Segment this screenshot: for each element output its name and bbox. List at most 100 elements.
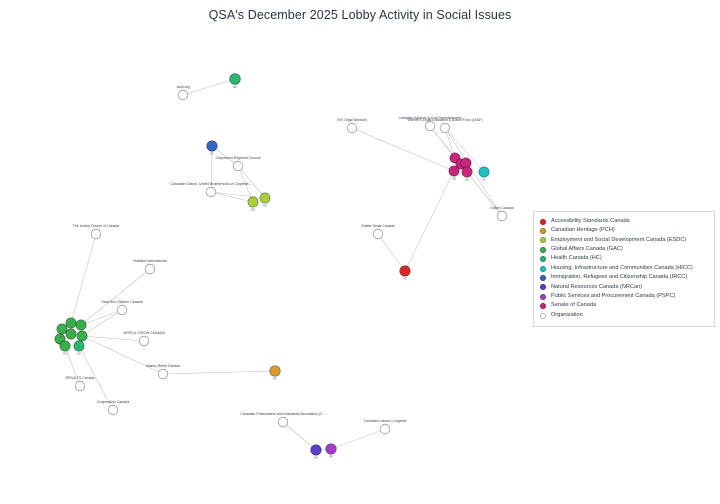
node-label-organization: Canadian Alliance to End Homelessness bbox=[398, 116, 461, 120]
node-label-institution: GA bbox=[63, 352, 67, 356]
legend-color-swatch bbox=[540, 228, 546, 235]
legend-item-label: Canadian Heritage (PCH) bbox=[551, 227, 615, 234]
graph-node-organization[interactable] bbox=[379, 423, 391, 435]
legend-item[interactable]: Canadian Heritage (PCH) bbox=[540, 226, 708, 235]
graph-edge bbox=[444, 127, 503, 217]
legend-item-label: Employment and Social Development Canada… bbox=[551, 236, 687, 243]
legend-item[interactable]: Senate of Canada bbox=[540, 302, 708, 311]
legend-item[interactable]: Housing, Infrastructure and Communities … bbox=[540, 264, 708, 273]
graph-node-institution[interactable] bbox=[65, 328, 77, 340]
graph-node-institution[interactable] bbox=[76, 330, 88, 342]
legend-color-swatch bbox=[540, 218, 546, 225]
graph-node-institution[interactable] bbox=[325, 443, 337, 455]
graph-node-organization[interactable] bbox=[116, 304, 128, 316]
graph-edge bbox=[330, 428, 386, 450]
graph-node-organization[interactable] bbox=[372, 228, 384, 240]
graph-edge bbox=[237, 165, 254, 203]
graph-node-institution[interactable] bbox=[478, 166, 490, 178]
graph-node-institution[interactable] bbox=[259, 192, 271, 204]
node-label-organization: Jack.org bbox=[176, 85, 189, 89]
legend-color-swatch bbox=[540, 256, 546, 263]
graph-edge bbox=[351, 127, 455, 172]
graph-node-institution[interactable] bbox=[399, 265, 411, 277]
graph-node-institution[interactable] bbox=[75, 319, 87, 331]
node-label-institution: HC bbox=[77, 352, 81, 356]
legend-item-label: Public Services and Procurement Canada (… bbox=[551, 293, 676, 300]
node-label-institution: ES bbox=[263, 204, 267, 208]
graph-edge bbox=[444, 127, 456, 159]
graph-node-institution[interactable] bbox=[65, 317, 77, 329]
graph-node-organization[interactable] bbox=[346, 122, 358, 134]
node-label-organization: Carpenters Regional Council bbox=[216, 156, 261, 160]
graph-node-institution[interactable] bbox=[73, 340, 85, 352]
graph-node-organization[interactable] bbox=[74, 380, 86, 392]
legend-item[interactable]: Health Canada (HC) bbox=[540, 255, 708, 264]
legend-item-label: Health Canada (HC) bbox=[551, 255, 602, 262]
node-label-institution: NC bbox=[314, 456, 318, 460]
graph-node-organization[interactable] bbox=[177, 89, 189, 101]
graph-node-institution[interactable] bbox=[247, 196, 259, 208]
node-label-institution: AC bbox=[403, 277, 407, 281]
graph-node-organization[interactable] bbox=[424, 120, 436, 132]
legend-item-label: Immigration, Refugees and Citizenship Ca… bbox=[551, 274, 688, 281]
legend-item[interactable]: Global Affairs Canada (GAC) bbox=[540, 245, 708, 254]
node-label-institution: SE bbox=[465, 178, 469, 182]
node-label-institution: PC bbox=[273, 377, 277, 381]
graph-node-organization[interactable] bbox=[107, 404, 119, 416]
graph-edge bbox=[404, 170, 455, 272]
graph-node-organization[interactable] bbox=[157, 368, 169, 380]
legend-color-swatch bbox=[540, 303, 546, 310]
node-label-organization: WORLD VISION CANADA bbox=[123, 331, 165, 335]
graph-edge bbox=[80, 268, 151, 326]
graph-node-institution[interactable] bbox=[206, 140, 218, 152]
legend-color-swatch bbox=[540, 312, 546, 319]
node-label-organization: Canadian District, United Brotherhood of… bbox=[170, 182, 251, 186]
graph-node-institution[interactable] bbox=[461, 166, 473, 178]
graph-node-organization[interactable] bbox=[496, 210, 508, 222]
legend-item-label: Organization bbox=[551, 311, 583, 318]
legend-color-swatch bbox=[540, 275, 546, 282]
node-label-organization: Canadian Postmasters and Assistants Asso… bbox=[240, 412, 325, 416]
graph-node-organization[interactable] bbox=[205, 186, 217, 198]
graph-node-institution[interactable] bbox=[310, 444, 322, 456]
legend-color-swatch bbox=[540, 246, 546, 253]
graph-edge bbox=[377, 233, 406, 272]
graph-edge bbox=[237, 165, 266, 199]
page-title: QSA's December 2025 Lobby Activity in So… bbox=[208, 8, 512, 22]
legend-item-label: Global Affairs Canada (GAC) bbox=[551, 246, 623, 253]
nodes-layer[interactable] bbox=[54, 73, 508, 456]
node-label-organization: The United Church of Canada bbox=[73, 224, 120, 228]
node-label-institution: HI bbox=[483, 178, 486, 182]
legend-color-swatch bbox=[540, 293, 546, 300]
legend-item[interactable]: Accessibility Standards Canada bbox=[540, 217, 708, 226]
graph-edge bbox=[210, 145, 213, 193]
graph-edge bbox=[182, 78, 236, 96]
legend-item[interactable]: Public Services and Procurement Canada (… bbox=[540, 292, 708, 301]
graph-node-organization[interactable] bbox=[439, 122, 451, 134]
graph-node-organization[interactable] bbox=[90, 228, 102, 240]
legend-color-swatch bbox=[540, 265, 546, 272]
graph-edge bbox=[81, 335, 145, 342]
graph-node-institution[interactable] bbox=[229, 73, 241, 85]
graph-node-organization[interactable] bbox=[277, 416, 289, 428]
node-label-organization: Oxfam Canada bbox=[490, 206, 514, 210]
graph-edge bbox=[282, 421, 317, 451]
legend-item-label: Accessibility Standards Canada bbox=[551, 217, 630, 224]
graph-node-organization[interactable] bbox=[232, 160, 244, 172]
graph-edge bbox=[70, 233, 97, 324]
graph-node-organization[interactable] bbox=[144, 263, 156, 275]
graph-node-organization[interactable] bbox=[138, 335, 150, 347]
legend-item[interactable]: Organization bbox=[540, 311, 708, 320]
legend[interactable]: Accessibility Standards Canada Canadian H… bbox=[533, 211, 715, 328]
graph-node-institution[interactable] bbox=[269, 365, 281, 377]
graph-node-institution[interactable] bbox=[448, 165, 460, 177]
legend-item[interactable]: Employment and Social Development Canada… bbox=[540, 236, 708, 245]
node-label-organization: Women's Legal Education & Action Fund (L… bbox=[407, 118, 482, 122]
graph-edge bbox=[444, 127, 485, 173]
legend-item[interactable]: Immigration, Refugees and Citizenship Ca… bbox=[540, 273, 708, 282]
graph-node-institution[interactable] bbox=[59, 340, 71, 352]
legend-item[interactable]: Natural Resources Canada (NRCan) bbox=[540, 283, 708, 292]
graph-edge bbox=[64, 345, 81, 387]
legend-item-label: Housing, Infrastructure and Communities … bbox=[551, 264, 693, 271]
